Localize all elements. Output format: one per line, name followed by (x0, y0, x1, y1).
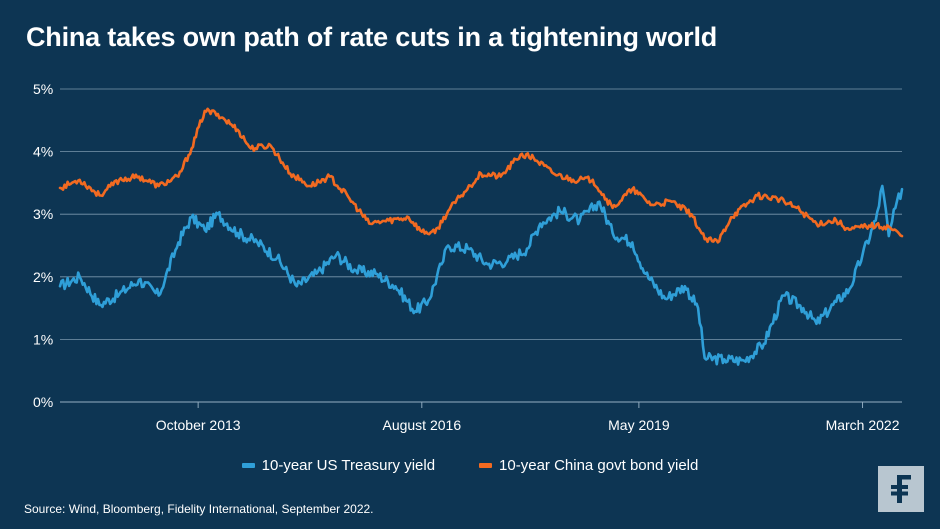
y-tick-label: 5% (33, 81, 53, 97)
legend-label-us: 10-year US Treasury yield (261, 457, 436, 474)
fidelity-logo-icon (878, 466, 924, 512)
legend: 10-year US Treasury yield 10-year China … (0, 457, 940, 474)
legend-item-china: 10-year China govt bond yield (479, 457, 698, 474)
y-tick-label: 2% (33, 269, 53, 285)
y-tick-label: 1% (33, 331, 53, 347)
legend-item-us: 10-year US Treasury yield (241, 457, 436, 474)
y-tick-label: 4% (33, 144, 53, 160)
x-tick-label: October 2013 (156, 417, 241, 433)
y-tick-label: 0% (33, 394, 53, 410)
legend-label-china: 10-year China govt bond yield (499, 457, 699, 474)
x-tick-label: August 2016 (382, 417, 461, 433)
series-line-china-govt-bond (58, 107, 904, 244)
x-tick-label: May 2019 (608, 417, 670, 433)
legend-swatch-china (479, 463, 493, 468)
y-tick-label: 3% (33, 206, 53, 222)
series-line-us-treasury (58, 184, 904, 366)
chart-title: China takes own path of rate cuts in a t… (26, 22, 718, 52)
legend-swatch-us (241, 463, 255, 468)
source-note: Source: Wind, Bloomberg, Fidelity Intern… (24, 502, 374, 516)
x-tick-label: March 2022 (826, 417, 900, 433)
